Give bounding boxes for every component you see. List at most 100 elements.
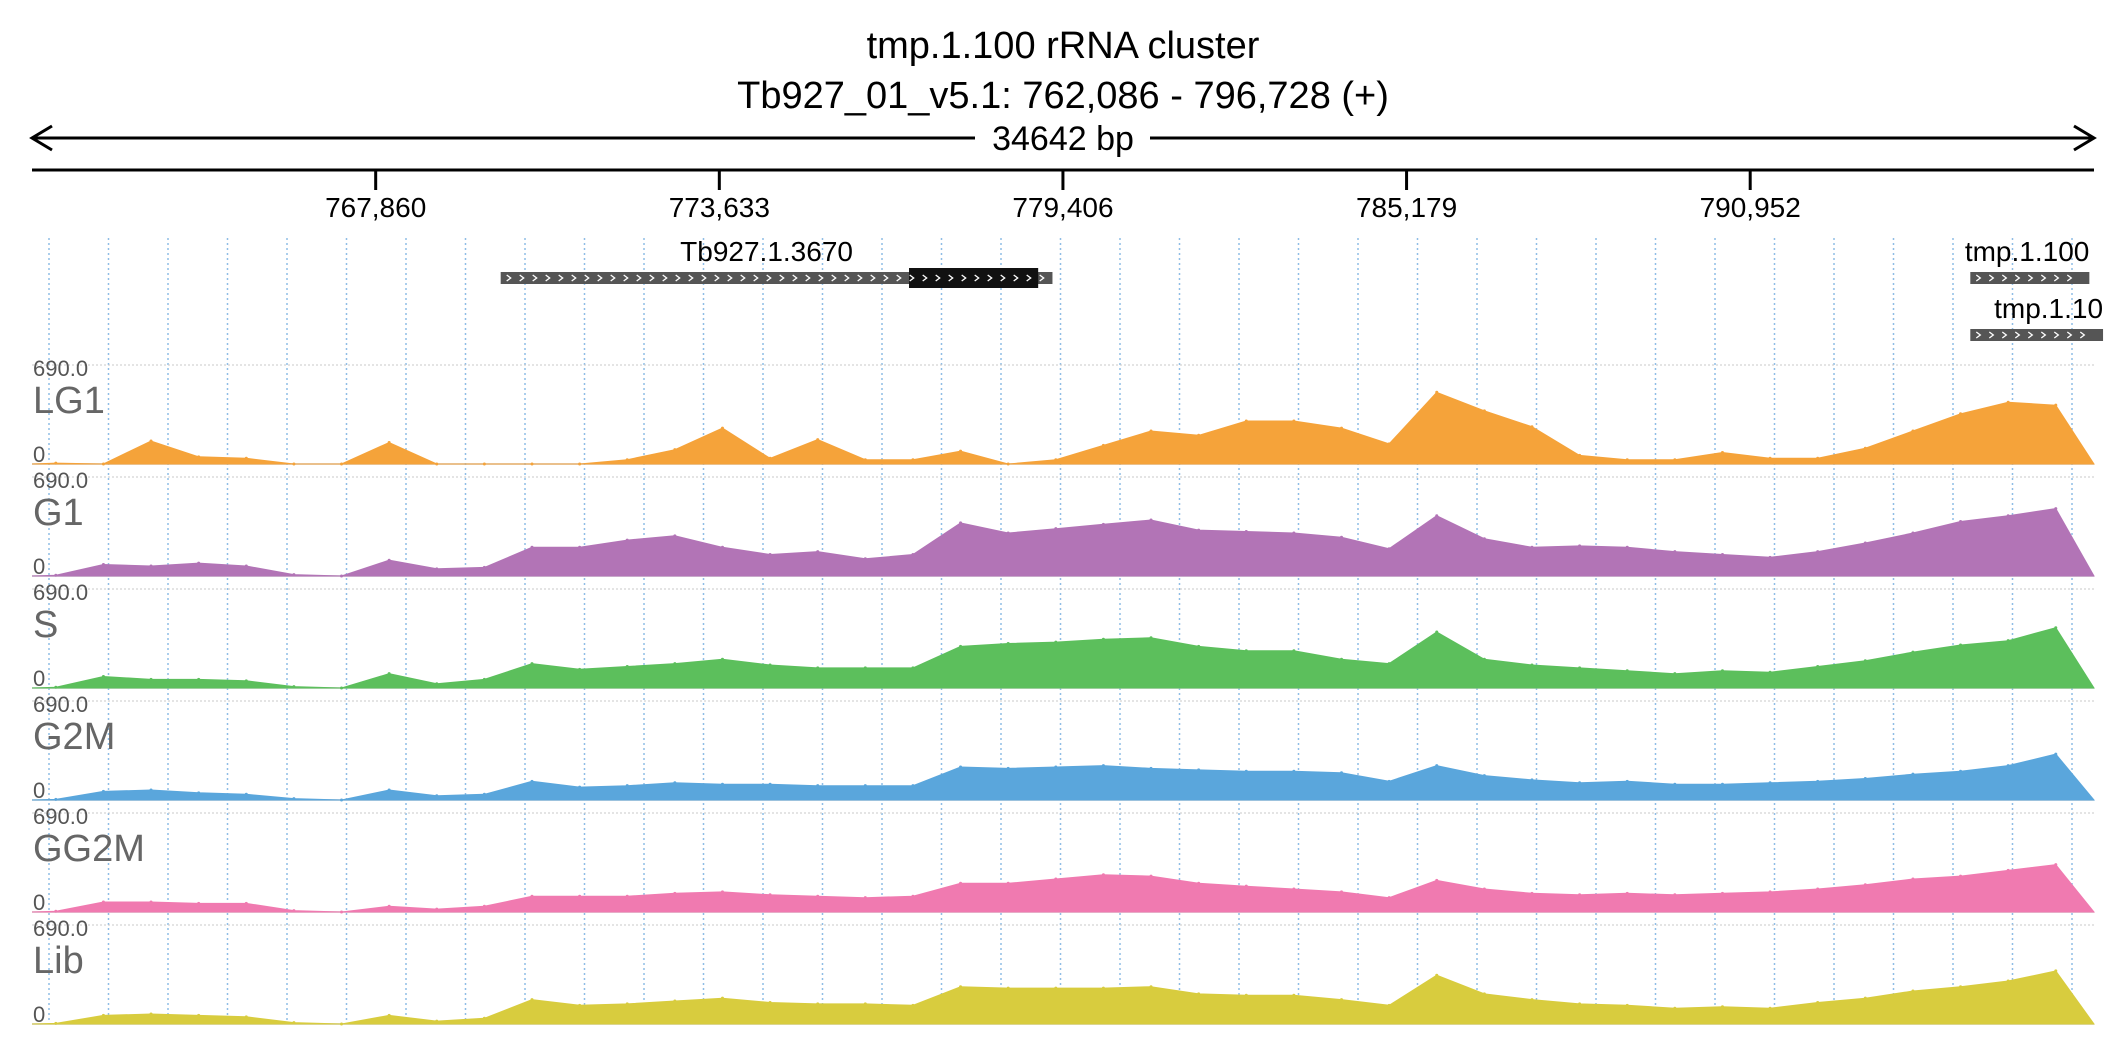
- coverage-point: [1816, 887, 1820, 891]
- coverage-point: [625, 894, 629, 898]
- coverage-point: [959, 985, 963, 989]
- track-name-label: GG2M: [33, 828, 145, 870]
- feature-track: Tb927.1.3670 tmp.1.100 tmp.1.10: [500, 236, 2103, 341]
- coverage-point: [578, 667, 582, 671]
- coverage-point: [1197, 881, 1201, 885]
- coverage-point: [1054, 458, 1058, 462]
- coverage-point: [1244, 649, 1248, 653]
- coverage-point: [1768, 456, 1772, 460]
- coverage-point: [1387, 547, 1391, 551]
- span-ruler: 34642 bp: [29, 120, 2097, 158]
- coverage-point: [1054, 640, 1058, 644]
- coverage-point: [1863, 996, 1867, 1000]
- coverage-point: [1578, 666, 1582, 670]
- track-name-label: Lib: [33, 940, 84, 982]
- coverage-point: [911, 1003, 915, 1007]
- coverage-point: [911, 666, 915, 670]
- coverage-point: [2006, 979, 2010, 983]
- coverage-point: [1387, 1003, 1391, 1007]
- coverage-point: [1720, 782, 1724, 786]
- coverage-point: [54, 797, 58, 801]
- coverage-point: [1435, 764, 1439, 768]
- coverage-point: [1340, 535, 1344, 539]
- track-max-label: 690.0: [33, 916, 88, 941]
- coverage-point: [482, 462, 486, 466]
- coverage-point: [959, 521, 963, 525]
- coverage-point: [1197, 992, 1201, 996]
- coverage-point: [1435, 514, 1439, 518]
- coverage-point: [1625, 891, 1629, 895]
- coverage-point: [768, 782, 772, 786]
- coverage-point: [340, 686, 344, 690]
- coverage-point: [720, 426, 724, 430]
- coverage-point: [720, 782, 724, 786]
- coverage-point: [292, 462, 296, 466]
- track-min-label: 0: [33, 890, 45, 915]
- coverage-point: [1197, 768, 1201, 772]
- coverage-point: [2006, 639, 2010, 643]
- strand-chevron-icon: [2053, 331, 2060, 339]
- coverage-point: [1911, 650, 1915, 654]
- coverage-point: [1006, 642, 1010, 646]
- strand-chevron-icon: [2079, 331, 2086, 339]
- strand-chevron-icon: [506, 274, 512, 282]
- coverage-point: [1911, 429, 1915, 433]
- coverage-point: [1054, 986, 1058, 990]
- track-max-label: 690.0: [33, 356, 88, 381]
- strand-chevron-icon: [870, 274, 876, 282]
- coverage-point: [387, 672, 391, 676]
- coverage-point: [1006, 986, 1010, 990]
- strand-chevron-icon: [883, 274, 889, 282]
- coverage-point: [1863, 541, 1867, 545]
- track-max-label: 690.0: [33, 692, 88, 717]
- strand-chevron-icon: [701, 274, 707, 282]
- coverage-point: [530, 662, 534, 666]
- coverage-point: [1101, 443, 1105, 447]
- coverage-point: [578, 894, 582, 898]
- strand-chevron-icon: [922, 274, 928, 282]
- coverage-point: [1863, 659, 1867, 663]
- coverage-point: [1244, 419, 1248, 423]
- strand-chevron-icon: [2066, 331, 2073, 339]
- coverage-point: [959, 765, 963, 769]
- coverage-point: [673, 891, 677, 895]
- coverage-area-lg1: [31, 391, 2095, 465]
- coverage-point: [911, 458, 915, 462]
- strand-chevron-icon: [649, 274, 655, 282]
- coverage-point: [625, 664, 629, 668]
- coverage-point: [482, 1016, 486, 1020]
- strand-chevron-icon: [636, 274, 642, 282]
- strand-chevron-icon: [896, 274, 902, 282]
- coverage-point: [244, 1015, 248, 1019]
- locus-title: tmp.1.100 rRNA cluster: [867, 25, 1260, 67]
- coverage-area-g1: [31, 508, 2095, 577]
- coverage-point: [1149, 874, 1153, 878]
- coverage-point: [1006, 531, 1010, 535]
- coverage-point: [149, 564, 153, 568]
- strand-chevron-icon: [662, 274, 668, 282]
- coverage-point: [1816, 779, 1820, 783]
- coverage-point: [1768, 1006, 1772, 1010]
- coverage-point: [578, 545, 582, 549]
- coverage-point: [2054, 752, 2058, 756]
- coverage-point: [2006, 400, 2010, 404]
- feature-label: tmp.1.10: [1994, 293, 2103, 324]
- coverage-point: [101, 462, 105, 466]
- coverage-point: [435, 907, 439, 911]
- coverage-point: [578, 462, 582, 466]
- strand-chevron-icon: [2040, 274, 2047, 282]
- coverage-point: [1482, 657, 1486, 661]
- strand-chevron-icon: [935, 274, 941, 282]
- coverage-point: [435, 567, 439, 571]
- coverage-point: [54, 573, 58, 577]
- track-name-label: S: [33, 604, 58, 646]
- coverage-point: [530, 545, 534, 549]
- coverage-point: [578, 785, 582, 789]
- coverage-point: [149, 677, 153, 681]
- coverage-point: [1292, 887, 1296, 891]
- track-min-label: 0: [33, 1002, 45, 1027]
- coverage-point: [863, 784, 867, 788]
- coverage-point: [2054, 507, 2058, 511]
- track-g1: 690.0 0 G1: [31, 468, 2095, 579]
- coverage-point: [2054, 863, 2058, 867]
